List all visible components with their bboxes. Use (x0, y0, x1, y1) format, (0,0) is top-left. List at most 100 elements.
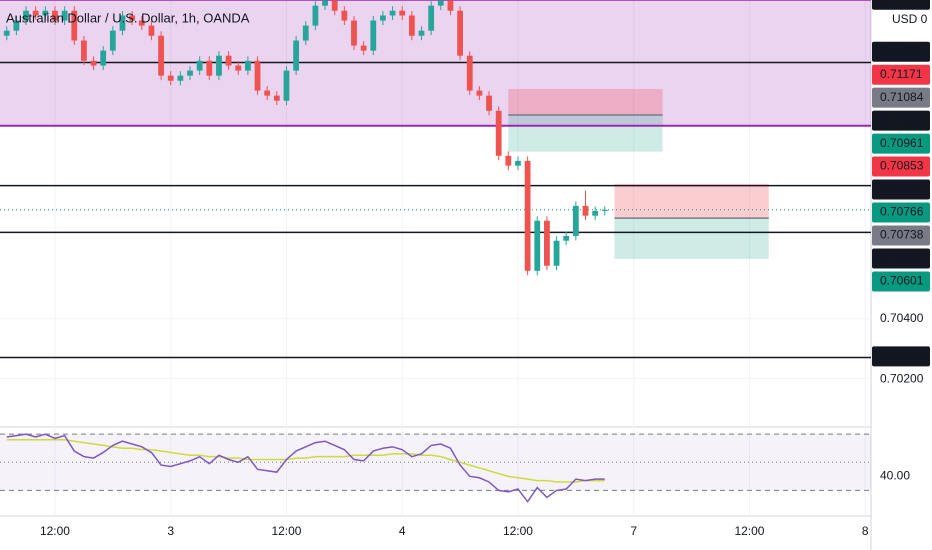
candle-body (389, 10, 396, 16)
price-label: 0.70601 (880, 274, 924, 288)
candle-body (138, 20, 145, 26)
price-label: 0.71084 (880, 90, 924, 104)
candle-body (187, 70, 193, 76)
candle-body (486, 95, 492, 111)
x-tick-label: 12:00 (271, 524, 301, 538)
candle-body (418, 30, 425, 36)
rsi-ma-line (6, 439, 605, 483)
candle-body (331, 0, 338, 11)
candle-body (476, 90, 483, 96)
candle-body (428, 5, 435, 31)
candle-body (61, 10, 68, 21)
candle-body (196, 60, 203, 71)
price-label: 0.71171 (880, 67, 923, 81)
price-label-box (872, 346, 930, 367)
position-risk (614, 183, 769, 219)
candle-body (167, 75, 174, 81)
candle-body (572, 205, 579, 236)
candle-body (119, 15, 126, 31)
price-label: 0.70690 (880, 251, 924, 265)
candle-body (601, 209, 608, 211)
price-label-box (872, 179, 930, 200)
candle-body (505, 155, 512, 166)
price-label: 0.70853 (880, 159, 924, 173)
price-label: 0.70270 (880, 349, 924, 363)
candle-body (341, 10, 348, 21)
candle-body (592, 210, 599, 216)
price-label: 0.71471 (880, 0, 924, 6)
currency-label: USD 0 (892, 12, 928, 26)
candle-body (553, 240, 560, 266)
price-label-box (872, 133, 930, 154)
candle-body (360, 45, 367, 51)
candle-body (32, 10, 39, 16)
price-label-box (872, 271, 930, 292)
x-tick-label: 12:00 (734, 524, 764, 538)
y-tick-label: 0.70200 (880, 372, 924, 386)
price-label: 0.71048 (880, 113, 924, 127)
candle-body (177, 75, 184, 81)
candle-body (534, 220, 541, 271)
price-label: 0.70766 (880, 205, 924, 219)
candle-body (244, 60, 251, 71)
candle-body (3, 30, 10, 36)
candle-body (206, 60, 213, 76)
candle-body (293, 40, 300, 71)
candle-body (447, 0, 454, 11)
candle-body (437, 0, 444, 6)
candle-body (351, 20, 357, 46)
candle-body (302, 25, 309, 41)
position-reward (614, 218, 769, 259)
candle-body (216, 55, 222, 76)
candle-body (380, 15, 386, 21)
price-label-box (872, 110, 930, 131)
rsi-line (6, 433, 605, 503)
candle-body (254, 60, 261, 91)
price-label: 0.70738 (880, 228, 924, 242)
price-label: 0.71260 (880, 44, 924, 58)
price-label-box (872, 202, 930, 223)
price-label-box (872, 64, 930, 85)
candle-body (582, 205, 589, 216)
candle-body (524, 160, 531, 271)
rsi-tick-label: 40.00 (880, 469, 910, 483)
candle-body (312, 5, 319, 26)
position-risk (508, 89, 663, 115)
candle-body (225, 55, 232, 66)
candle-body (90, 60, 97, 66)
candle-body (52, 10, 58, 21)
y-tick-label: 0.70400 (880, 311, 924, 325)
candle-body (370, 20, 377, 51)
x-tick-label: 12:00 (40, 524, 70, 538)
candle-body (235, 65, 242, 71)
price-label-box (872, 248, 930, 269)
currency-box (874, 10, 930, 30)
candle-body (13, 20, 20, 31)
candle-body (273, 95, 280, 101)
price-label: 0.70961 (880, 136, 924, 150)
x-tick-label: 12:00 (503, 524, 533, 538)
price-label-box (872, 156, 930, 177)
candle-body (515, 160, 521, 166)
position-reward (508, 114, 663, 152)
candle-body (283, 70, 290, 101)
candle-body (71, 10, 78, 41)
candle-body (408, 15, 415, 36)
price-label-box (872, 225, 930, 246)
price-label: 0.70847 (880, 182, 924, 196)
candle-body (544, 220, 550, 266)
price-label-box (872, 87, 930, 108)
price-label-box (872, 41, 930, 62)
x-tick-label: 4 (399, 524, 406, 538)
candle-body (399, 10, 406, 16)
x-tick-label: 7 (630, 524, 637, 538)
candle-body (466, 55, 473, 91)
candle-body (563, 235, 570, 241)
chart-title: Australian Dollar / U.S. Dollar, 1h, OAN… (6, 10, 250, 25)
x-tick-label: 3 (167, 524, 174, 538)
rsi-band (0, 434, 871, 491)
candle-body (322, 0, 328, 6)
candle-body (23, 10, 29, 21)
candle-body (42, 10, 49, 16)
